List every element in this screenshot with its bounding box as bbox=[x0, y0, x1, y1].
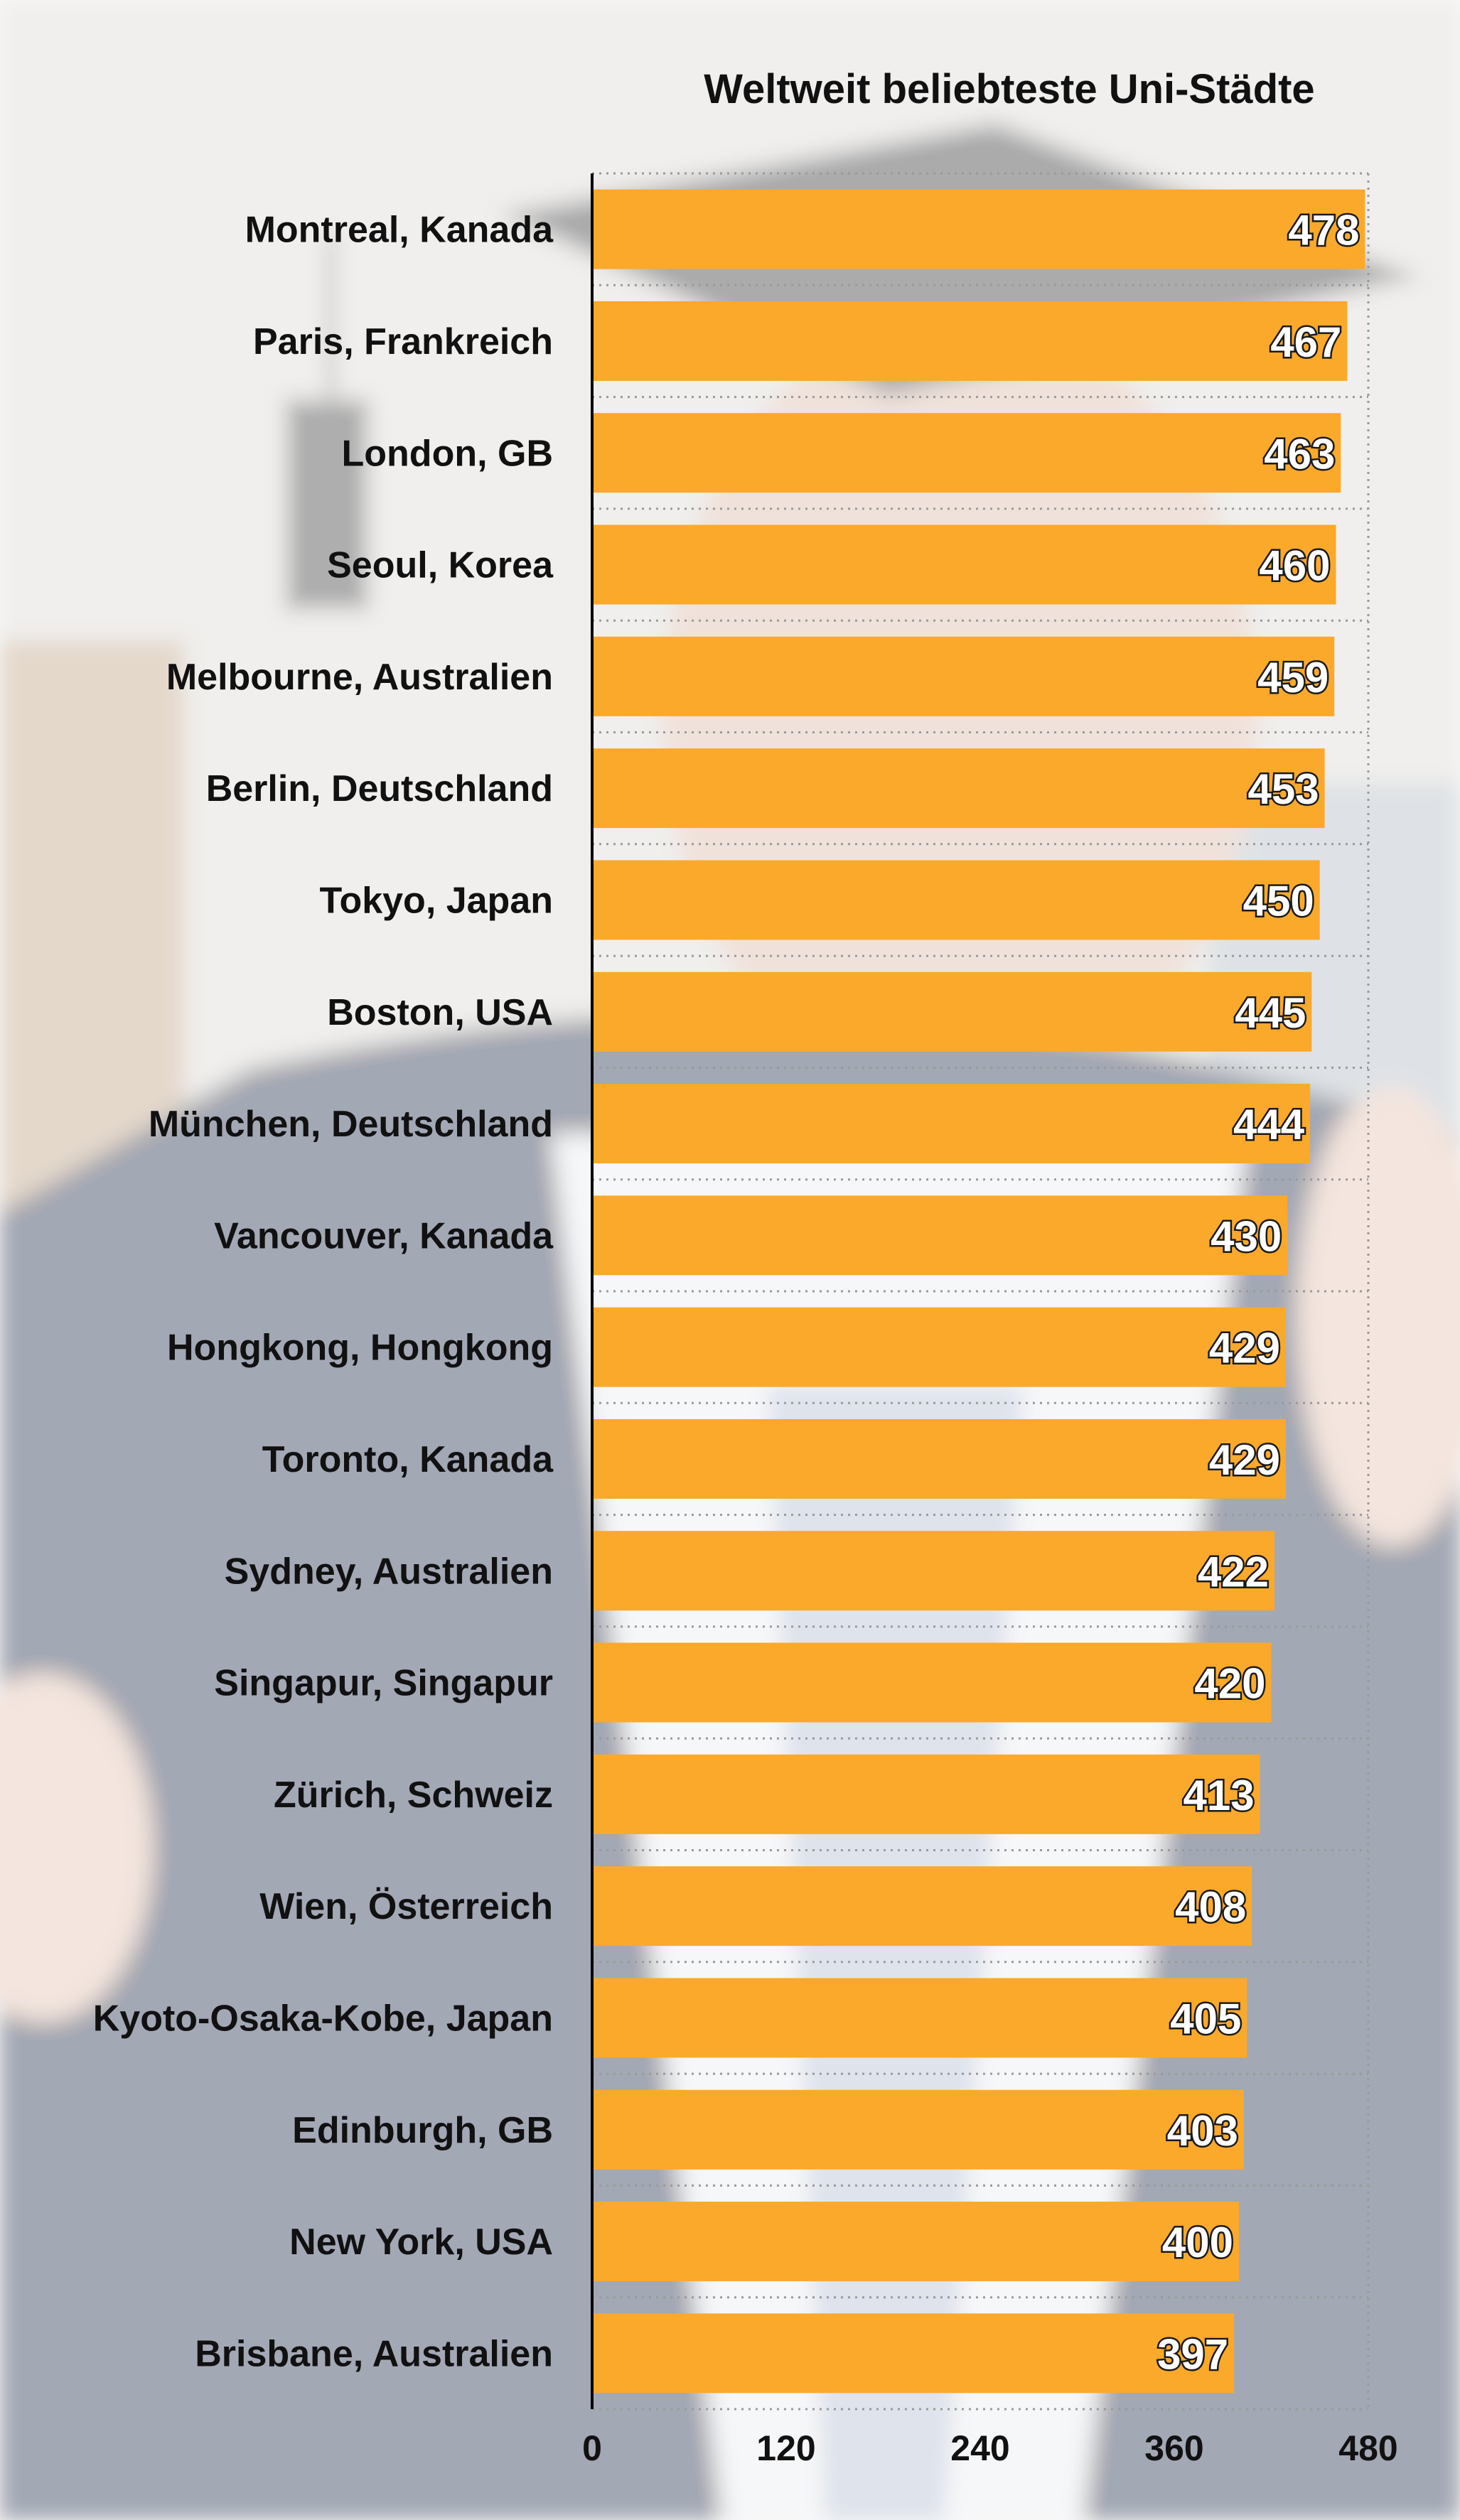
x-tick-label: 0 bbox=[582, 2428, 602, 2468]
value-label: 450 bbox=[1243, 877, 1314, 925]
category-label: Hongkong, Hongkong bbox=[167, 1328, 553, 1369]
category-label: Paris, Frankreich bbox=[253, 321, 553, 362]
bar bbox=[592, 860, 1320, 940]
value-label: 420 bbox=[1194, 1660, 1265, 1708]
value-label: 463 bbox=[1264, 430, 1335, 478]
category-label: Berlin, Deutschland bbox=[206, 768, 553, 809]
value-label: 413 bbox=[1183, 1772, 1254, 1819]
category-label: Singapur, Singapur bbox=[214, 1663, 553, 1704]
bar bbox=[592, 2313, 1235, 2394]
value-label: 429 bbox=[1209, 1325, 1280, 1372]
value-label: 397 bbox=[1157, 2330, 1228, 2378]
value-label: 403 bbox=[1167, 2107, 1238, 2155]
x-tick-label: 360 bbox=[1144, 2428, 1203, 2468]
category-label: Toronto, Kanada bbox=[262, 1439, 554, 1480]
bar bbox=[592, 1307, 1286, 1387]
bar bbox=[592, 1531, 1275, 1611]
bar bbox=[592, 971, 1312, 1052]
value-label: 453 bbox=[1247, 765, 1319, 813]
category-label: Edinburgh, GB bbox=[292, 2110, 553, 2151]
bar bbox=[592, 1754, 1260, 1834]
x-tick-label: 120 bbox=[756, 2428, 815, 2468]
category-label: Kyoto-Osaka-Kobe, Japan bbox=[93, 1998, 553, 2039]
category-label: Boston, USA bbox=[327, 992, 553, 1033]
value-label: 422 bbox=[1198, 1548, 1269, 1595]
bar bbox=[592, 1642, 1272, 1723]
bar bbox=[592, 524, 1336, 605]
bar bbox=[592, 636, 1335, 716]
bar bbox=[592, 1418, 1286, 1499]
category-label: New York, USA bbox=[289, 2222, 553, 2263]
value-label: 445 bbox=[1235, 989, 1306, 1037]
value-label: 460 bbox=[1259, 542, 1330, 590]
category-label: Vancouver, Kanada bbox=[214, 1215, 554, 1256]
value-label: 405 bbox=[1170, 1995, 1241, 2042]
category-label: Tokyo, Japan bbox=[320, 880, 553, 921]
bar bbox=[592, 748, 1325, 829]
x-tick-label: 240 bbox=[950, 2428, 1009, 2468]
category-label: Sydney, Australien bbox=[225, 1551, 553, 1592]
value-label: 429 bbox=[1209, 1436, 1280, 1484]
bar bbox=[592, 1978, 1247, 2058]
bar bbox=[592, 1084, 1311, 1164]
value-label: 459 bbox=[1257, 654, 1329, 701]
category-label: München, Deutschland bbox=[149, 1104, 553, 1145]
category-label: London, GB bbox=[342, 433, 553, 474]
bar bbox=[592, 2089, 1244, 2170]
x-tick-label: 480 bbox=[1338, 2428, 1397, 2468]
value-label: 467 bbox=[1270, 318, 1341, 366]
value-label: 478 bbox=[1288, 207, 1359, 254]
value-label: 400 bbox=[1162, 2219, 1233, 2266]
bar bbox=[592, 2202, 1239, 2282]
category-label: Wien, Österreich bbox=[259, 1886, 553, 1927]
bar bbox=[592, 413, 1341, 493]
value-label: 444 bbox=[1233, 1101, 1305, 1148]
bar bbox=[592, 189, 1365, 269]
chart-title: Weltweit beliebteste Uni-Städte bbox=[704, 66, 1315, 112]
category-label: Seoul, Korea bbox=[327, 545, 554, 586]
category-label: Brisbane, Australien bbox=[195, 2333, 553, 2374]
value-label: 430 bbox=[1211, 1212, 1282, 1260]
category-label: Zürich, Schweiz bbox=[274, 1775, 553, 1816]
category-label: Montreal, Kanada bbox=[245, 210, 554, 251]
bar bbox=[592, 1195, 1288, 1276]
category-label: Melbourne, Australien bbox=[166, 657, 553, 698]
bar bbox=[592, 301, 1348, 381]
bar bbox=[592, 1866, 1252, 1946]
value-label: 408 bbox=[1175, 1883, 1246, 1931]
